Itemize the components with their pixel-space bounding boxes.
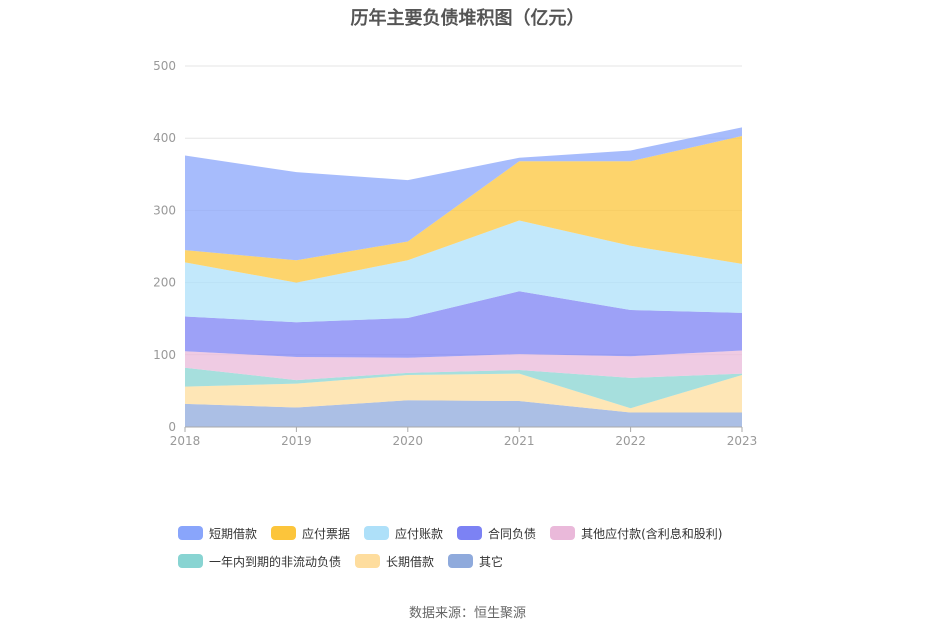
y-tick-label: 500 xyxy=(153,59,176,73)
legend-item[interactable]: 一年内到期的非流动负债 xyxy=(178,553,341,570)
area-series-7 xyxy=(185,127,742,261)
y-tick-label: 0 xyxy=(168,420,176,434)
legend-item[interactable]: 应付票据 xyxy=(271,525,350,542)
area-series-4 xyxy=(185,291,742,358)
area-series-2 xyxy=(185,367,742,409)
area-series-1 xyxy=(185,373,742,413)
x-tick-label: 2021 xyxy=(504,434,535,448)
legend-label: 短期借款 xyxy=(209,526,258,541)
x-tick-label: 2023 xyxy=(727,434,758,448)
y-tick-label: 400 xyxy=(153,131,176,145)
axes: 0 100 200 300 400 500 2018 2019 2020 2021 2022 2023 xyxy=(153,59,757,448)
area-series-5 xyxy=(185,220,742,323)
legend-label: 其他应付款(含利息和股利) xyxy=(581,526,723,541)
legend-item[interactable]: 短期借款 xyxy=(178,525,257,542)
legend-swatch xyxy=(448,554,474,568)
legend-swatch xyxy=(364,526,390,540)
legend-label: 一年内到期的非流动负债 xyxy=(209,554,342,569)
legend-item[interactable]: 长期借款 xyxy=(355,553,434,570)
area-series-3 xyxy=(185,350,742,381)
legend-swatch xyxy=(550,526,576,540)
area-series xyxy=(185,127,742,427)
x-tick-label: 2018 xyxy=(170,434,201,448)
legend-swatch xyxy=(178,526,203,540)
legend-item[interactable]: 其他应付款(含利息和股利) xyxy=(550,525,722,542)
y-tick-label: 300 xyxy=(153,203,176,217)
legend-item[interactable]: 合同负债 xyxy=(457,525,536,542)
legend-item[interactable]: 其它 xyxy=(448,553,503,570)
chart-title: 历年主要负债堆积图（亿元） xyxy=(350,8,585,29)
legend-swatch xyxy=(178,554,203,568)
y-tick-label: 100 xyxy=(153,348,176,362)
stacked-area-chart: 0 100 200 300 400 500 2018 2019 2020 2021 2022 2023 xyxy=(153,59,757,448)
legend: 短期借款 应付票据 应付账款 合同负债 其他应付款(含利息和股利) 一年内到期的非流动负债… xyxy=(178,519,778,575)
legend-label: 应付票据 xyxy=(302,526,351,541)
y-tick-label: 200 xyxy=(153,276,176,290)
area-series-0 xyxy=(185,400,742,427)
x-tick-label: 2022 xyxy=(615,434,646,448)
legend-swatch xyxy=(457,526,483,540)
legend-item[interactable]: 应付账款 xyxy=(364,525,443,542)
data-source: 数据来源：恒生聚源 xyxy=(408,606,526,621)
legend-label: 合同负债 xyxy=(488,526,537,541)
x-tick-label: 2019 xyxy=(281,434,312,448)
x-tick-label: 2020 xyxy=(393,434,424,448)
area-series-6 xyxy=(185,136,742,283)
legend-row: 一年内到期的非流动负债 长期借款 其它 xyxy=(178,547,778,575)
legend-label: 其它 xyxy=(479,554,504,569)
legend-swatch xyxy=(271,526,297,540)
legend-row: 短期借款 应付票据 应付账款 合同负债 其他应付款(含利息和股利) xyxy=(178,519,778,547)
legend-swatch xyxy=(355,554,381,568)
legend-label: 应付账款 xyxy=(395,526,444,541)
legend-label: 长期借款 xyxy=(386,554,435,569)
